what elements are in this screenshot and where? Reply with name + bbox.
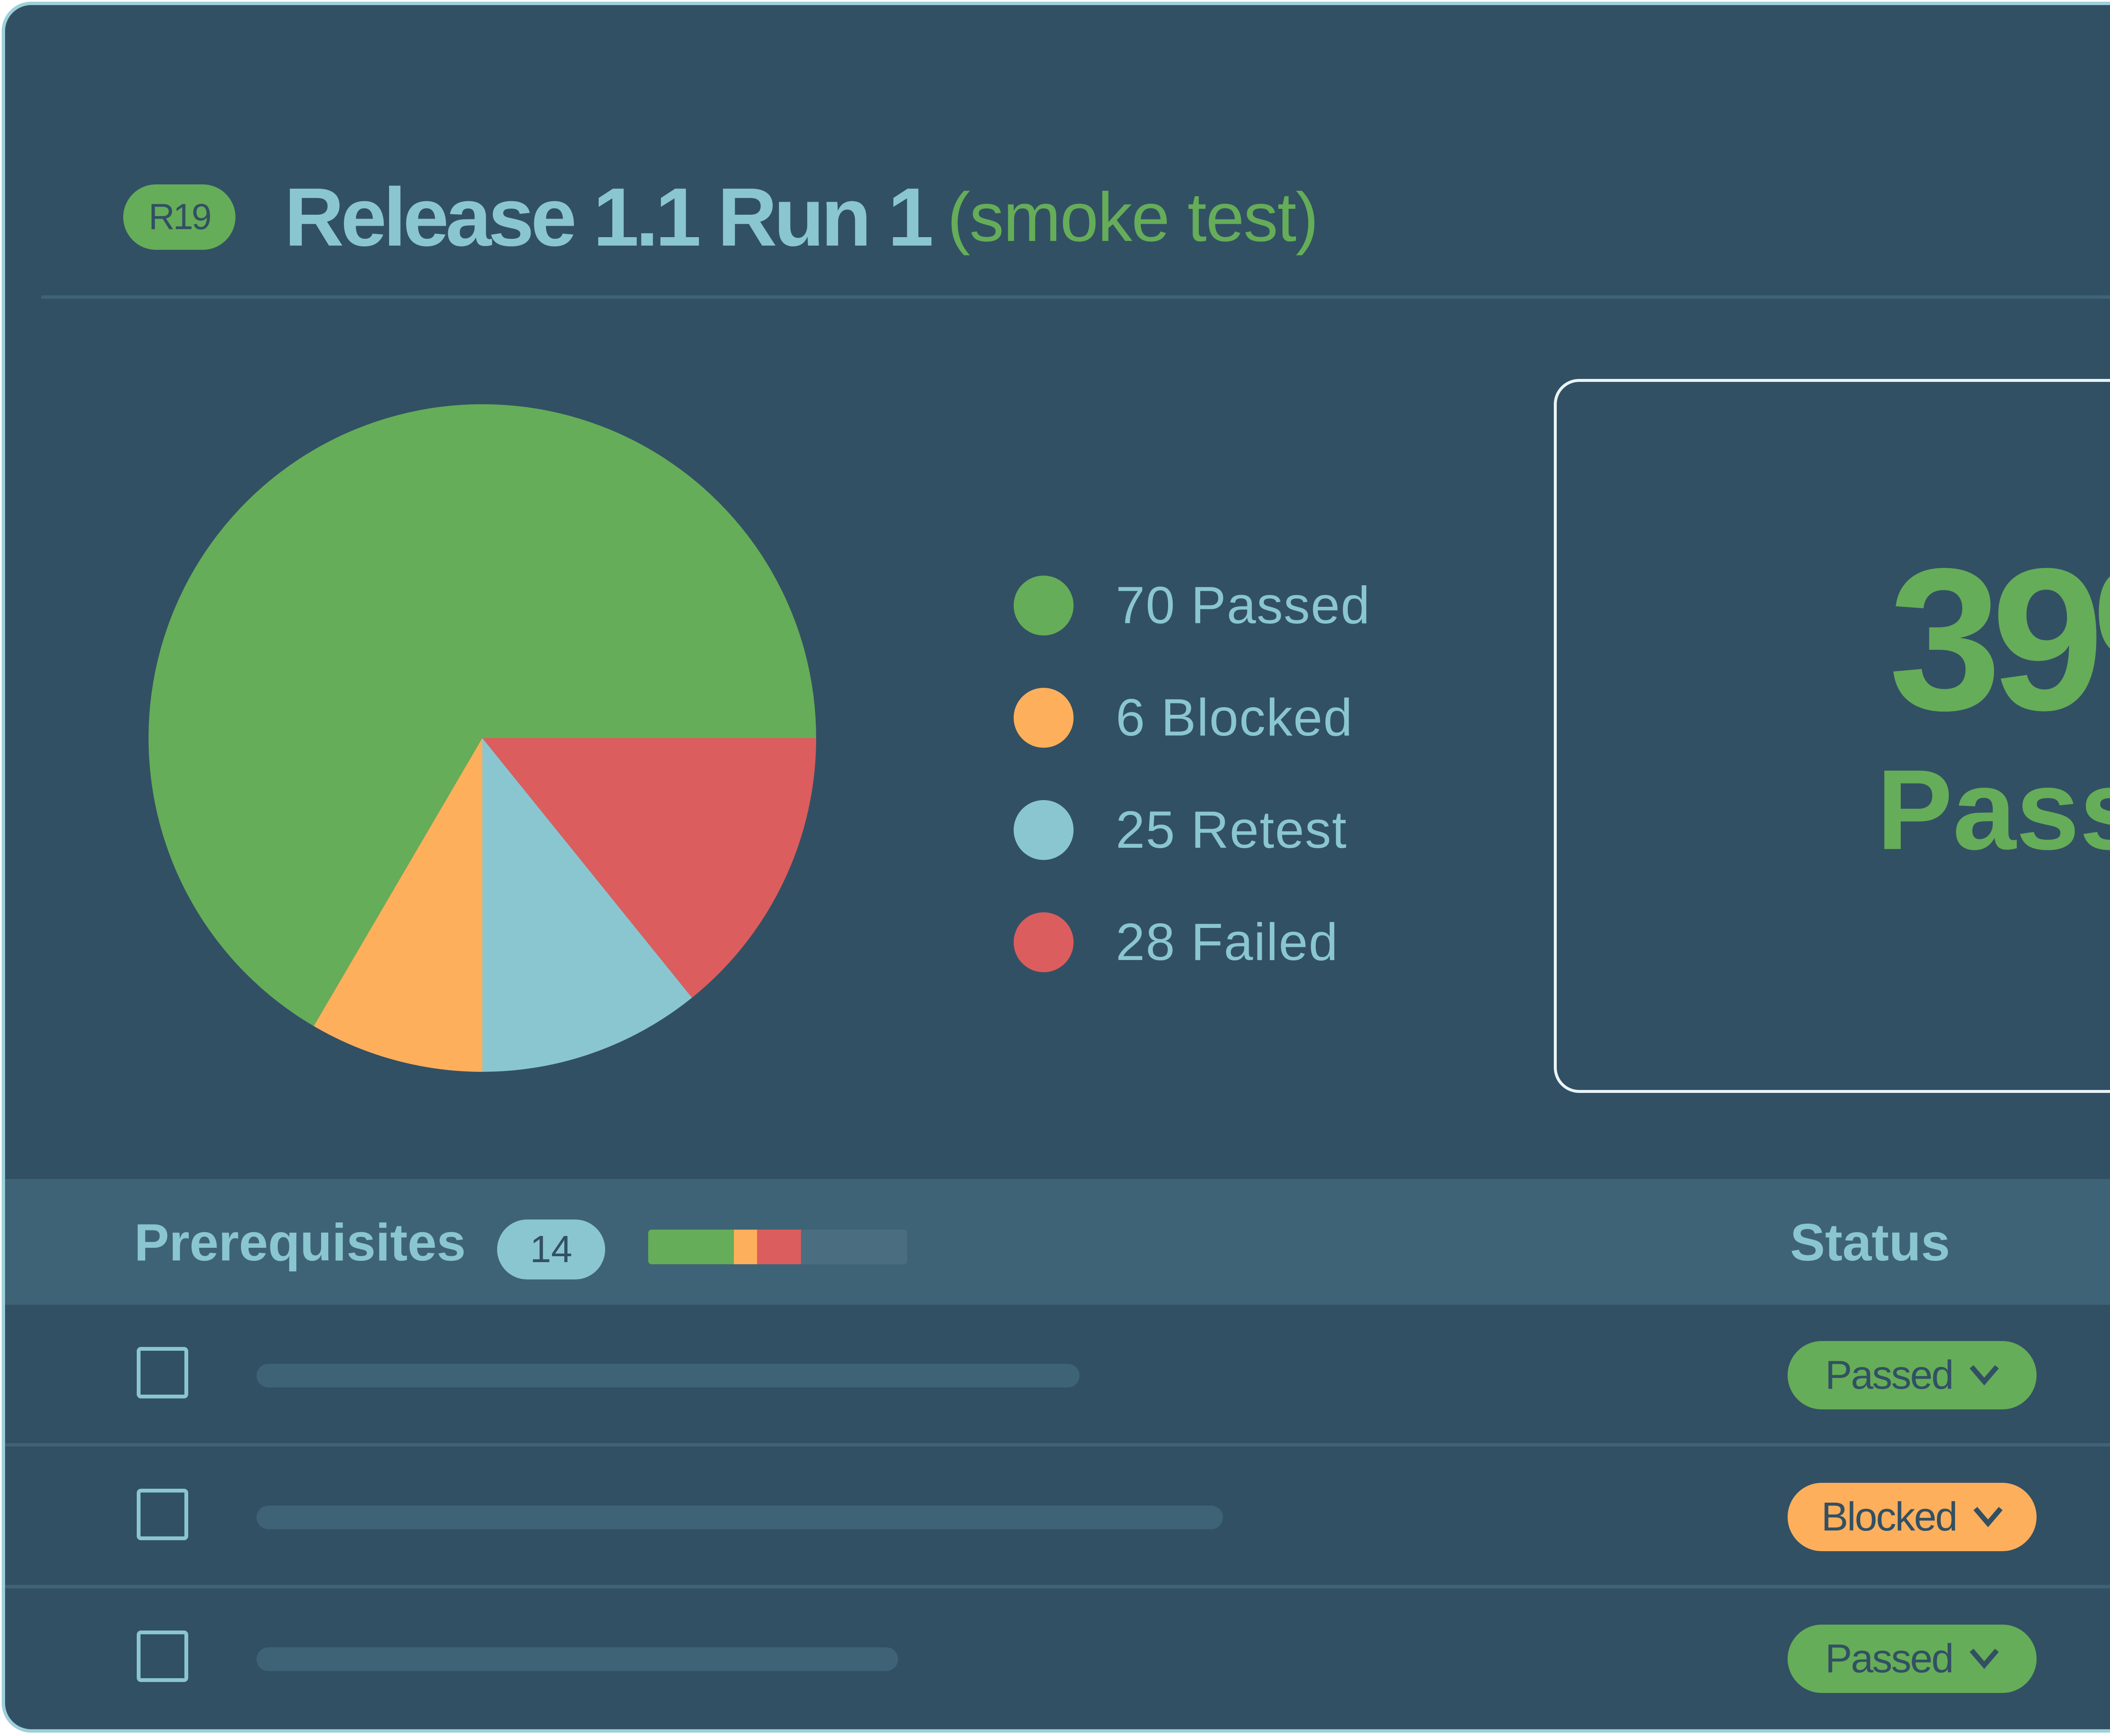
page-subtitle: (smoke test) [947, 178, 1319, 256]
chevron-down-icon [1969, 1649, 1999, 1669]
table-row: Passed [5, 1301, 2110, 1443]
row-checkbox[interactable] [137, 1489, 188, 1540]
status-label: Blocked [1821, 1494, 1958, 1539]
pie-slice-blocked[interactable] [314, 738, 482, 1072]
chevron-down-icon [1969, 1365, 1999, 1386]
prerequisites-header: Prerequisites 14 Status [5, 1179, 2110, 1301]
legend-item-retest: 25 Retest [1014, 774, 1371, 886]
status-label: Passed [1825, 1352, 1954, 1398]
status-progress-bar [648, 1230, 907, 1264]
status-pie-chart [149, 404, 816, 1072]
progress-segment-blocked [733, 1230, 757, 1264]
table-row: Blocked [5, 1443, 2110, 1585]
legend-dot-icon [1014, 688, 1074, 748]
row-title-placeholder [257, 1364, 1079, 1387]
row-title-placeholder [257, 1647, 898, 1671]
legend-dot-icon [1014, 576, 1074, 635]
status-dropdown[interactable]: Passed [1788, 1341, 2037, 1409]
chart-legend: 70 Passed 6 Blocked 25 Retest 28 Failed [1014, 549, 1371, 998]
legend-item-passed: 70 Passed [1014, 549, 1371, 662]
pass-rate-percent: 39% [1888, 526, 2110, 752]
row-title-placeholder [257, 1506, 1223, 1529]
header-divider [41, 295, 2110, 299]
section-title: Prerequisites [134, 1214, 466, 1272]
legend-label: 70 Passed [1116, 576, 1371, 635]
count-badge: 14 [497, 1220, 605, 1279]
status-dropdown[interactable]: Passed [1788, 1625, 2037, 1693]
legend-item-blocked: 6 Blocked [1014, 662, 1371, 774]
pie-slice-retest[interactable] [482, 738, 692, 1072]
run-id-badge: R19 [123, 184, 235, 250]
pass-rate-label: Passed [1877, 746, 2110, 873]
status-label: Passed [1825, 1636, 1954, 1681]
legend-label: 25 Retest [1116, 801, 1347, 859]
page-header: R19 Release 1.1 Run 1 (smoke test) [123, 170, 1319, 265]
table-row: Passed [5, 1585, 2110, 1727]
progress-segment-failed [757, 1230, 801, 1264]
pie-slice-passed[interactable] [149, 404, 816, 1026]
pass-rate-card: 39% Passed [1554, 379, 2110, 1093]
page-title: Release 1.1 Run 1 [284, 171, 934, 263]
row-checkbox[interactable] [137, 1347, 188, 1398]
row-checkbox[interactable] [137, 1631, 188, 1682]
legend-dot-icon [1014, 800, 1074, 860]
legend-label: 6 Blocked [1116, 689, 1353, 747]
status-column-header: Status [1790, 1214, 1950, 1272]
status-dropdown[interactable]: Blocked [1788, 1483, 2037, 1551]
progress-segment-passed [648, 1230, 734, 1264]
legend-item-failed: 28 Failed [1014, 886, 1371, 998]
legend-label: 28 Failed [1116, 913, 1339, 971]
chevron-down-icon [1973, 1507, 2003, 1528]
legend-dot-icon [1014, 912, 1074, 972]
pie-slice-failed[interactable] [482, 738, 816, 998]
